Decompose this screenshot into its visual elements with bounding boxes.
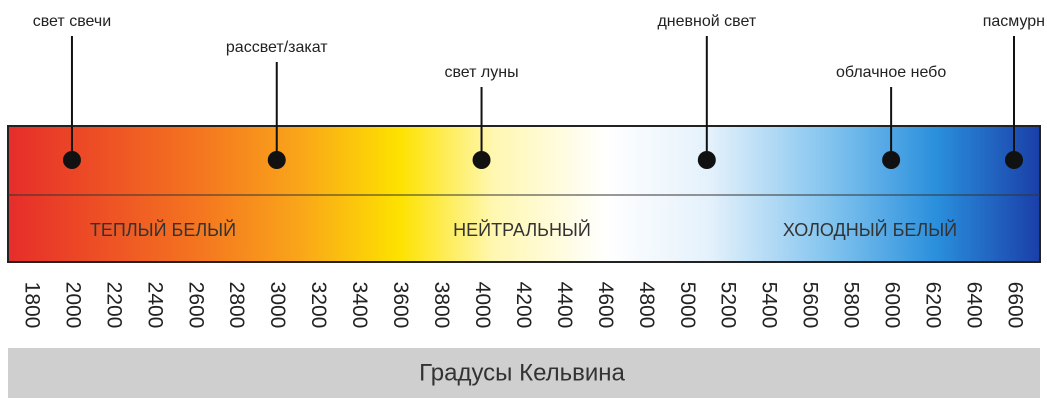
caption: Градусы Кельвина [419,359,625,386]
tick-label: 4600 [594,282,617,329]
tick-label: 6600 [1003,282,1026,329]
zone-label: ХОЛОДНЫЙ БЕЛЫЙ [783,219,957,240]
tick-label: 5800 [840,282,863,329]
tick-label: 2400 [143,282,166,329]
tick-label: 3400 [348,282,371,329]
tick-label: 4400 [553,282,576,329]
marker-dot [697,151,716,169]
marker-dot [1005,151,1023,169]
tick-label: 3800 [430,282,453,329]
tick-label: 2200 [102,282,125,329]
tick-label: 4800 [635,282,658,329]
tick-label: 5600 [799,282,822,329]
marker-dot [472,151,491,169]
tick-label: 5400 [758,282,781,329]
marker-dot [882,151,901,169]
marker-label: облачное небо [836,64,946,81]
tick-label: 1800 [20,282,43,329]
tick-label: 5200 [717,282,740,329]
marker-label: пасмурн [983,13,1045,30]
tick-label: 5000 [676,282,699,329]
tick-label: 2600 [184,282,207,329]
tick-label: 6200 [922,282,945,329]
marker-label: рассвет/закат [226,39,328,56]
zone-label: ТЕПЛЫЙ БЕЛЫЙ [90,219,236,240]
tick-label: 3000 [266,282,289,329]
caption-bar [8,348,1040,398]
tick-label: 3200 [307,282,330,329]
marker-label: дневной свет [657,13,756,30]
gradient-bar [7,125,1041,263]
tick-label: 4000 [471,282,494,329]
marker-label: свет луны [444,64,518,81]
marker-dot [62,151,81,169]
tick-label: 6000 [881,282,904,329]
tick-label: 3600 [389,282,412,329]
tick-label: 4200 [512,282,535,329]
marker-dot [267,151,286,169]
marker-label: свет свечи [33,13,111,30]
zone-label: НЕЙТРАЛЬНЫЙ [453,219,591,240]
tick-label: 2000 [61,282,84,329]
tick-label: 6400 [962,282,985,329]
tick-label: 2800 [225,282,248,329]
